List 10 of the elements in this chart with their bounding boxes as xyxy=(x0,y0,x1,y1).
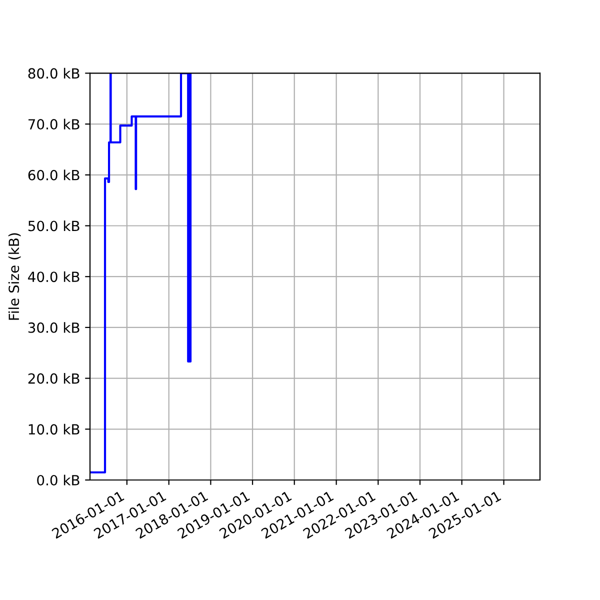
y-tick-label: 0.0 kB xyxy=(37,474,80,486)
y-tick-label: 40.0 kB xyxy=(28,271,80,282)
y-tick-label: 60.0 kB xyxy=(28,170,80,180)
y-tick-label: 10.0 kB xyxy=(28,424,80,435)
y-tick-label: 70.0 kB xyxy=(28,118,80,130)
y-tick-label: 20.0 kB xyxy=(28,373,80,384)
y-tick-label: 80.0 kB xyxy=(28,68,80,79)
y-tick-label: 30.0 kB xyxy=(28,322,80,333)
y-axis-title: File Size (kB) xyxy=(8,233,21,320)
y-tick-label: 50.0 kB xyxy=(28,220,80,232)
